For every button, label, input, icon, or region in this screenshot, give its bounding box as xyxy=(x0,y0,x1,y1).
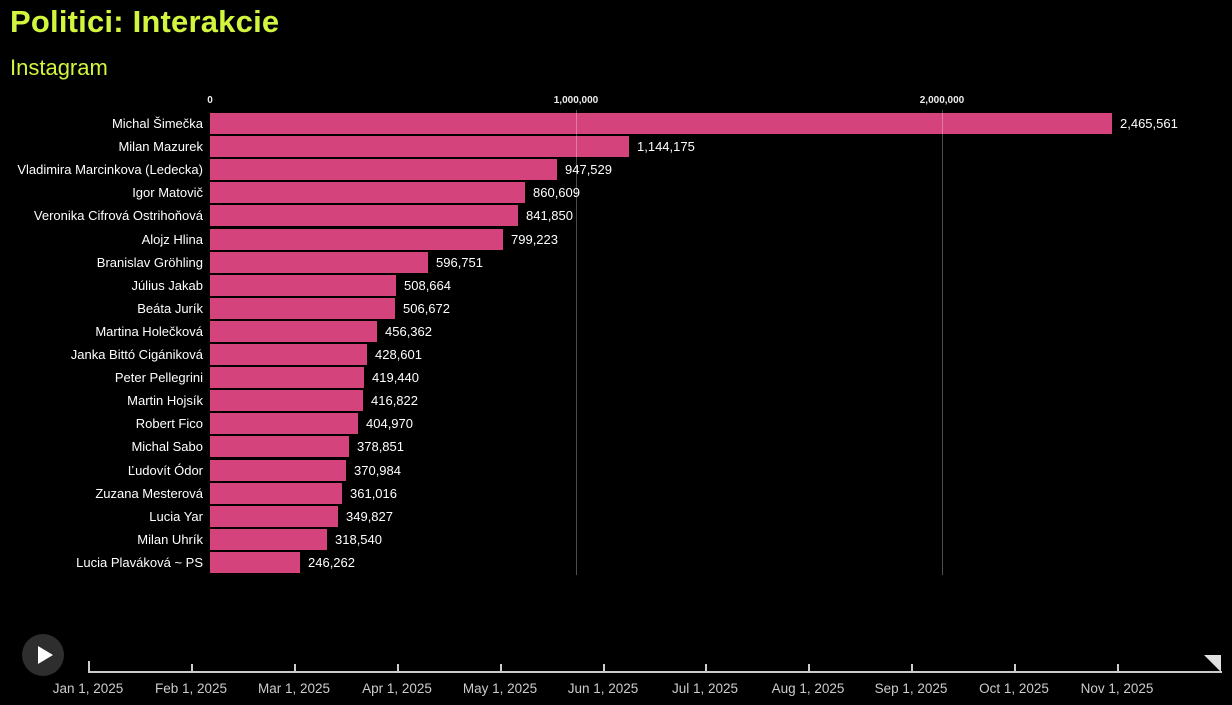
timeline-month-tick xyxy=(1014,664,1016,671)
timeline-month-tick xyxy=(603,664,605,671)
bar xyxy=(210,483,342,504)
bar-category-label: Július Jakab xyxy=(131,278,203,293)
timeline-month-tick xyxy=(705,664,707,671)
timeline-playhead-icon[interactable] xyxy=(1202,653,1224,675)
bar xyxy=(210,182,525,203)
bar-value-label: 860,609 xyxy=(533,185,580,200)
play-button[interactable] xyxy=(22,634,64,676)
bar xyxy=(210,252,428,273)
timeline-month-tick xyxy=(808,664,810,671)
timeline-start-cap xyxy=(88,661,90,671)
timeline-month-label: Oct 1, 2025 xyxy=(979,681,1049,696)
play-icon xyxy=(37,646,53,664)
bar-category-label: Branislav Gröhling xyxy=(96,255,203,270)
bar-value-label: 2,465,561 xyxy=(1120,116,1178,131)
bar-category-label: Milan Mazurek xyxy=(118,139,203,154)
timeline-month-label: Feb 1, 2025 xyxy=(154,681,228,696)
bar-value-label: 349,827 xyxy=(346,509,393,524)
bar-value-label: 841,850 xyxy=(526,208,573,223)
bar-value-label: 596,751 xyxy=(436,255,483,270)
bar xyxy=(210,529,327,550)
bar-value-label: 361,016 xyxy=(350,486,397,501)
bar-category-label: Beáta Jurík xyxy=(137,301,203,316)
timeline-month-label: Apr 1, 2025 xyxy=(362,681,432,696)
bar-category-label: Igor Matovič xyxy=(132,185,203,200)
timeline-month-label: May 1, 2025 xyxy=(462,681,538,696)
bar xyxy=(210,413,358,434)
bar-value-label: 246,262 xyxy=(308,555,355,570)
bar xyxy=(210,205,518,226)
timeline-month-label: Aug 1, 2025 xyxy=(771,681,845,696)
bar xyxy=(210,506,338,527)
bar-category-label: Martin Hojsík xyxy=(127,393,203,408)
x-axis-tick-label: 0 xyxy=(207,95,213,106)
gridline xyxy=(942,110,943,575)
bar-category-label: Peter Pellegrini xyxy=(114,370,203,385)
timeline-month-tick xyxy=(500,664,502,671)
timeline-month-tick xyxy=(294,664,296,671)
bar-category-label: Milan Uhrík xyxy=(137,532,203,547)
bar xyxy=(210,344,367,365)
bar-value-label: 799,223 xyxy=(511,232,558,247)
bar-category-label: Michal Šimečka xyxy=(111,116,203,131)
bar xyxy=(210,159,557,180)
bar xyxy=(210,298,395,319)
bar-value-label: 947,529 xyxy=(565,162,612,177)
bar-value-label: 506,672 xyxy=(403,301,450,316)
timeline-axis-line xyxy=(88,671,1222,673)
bar-value-label: 419,440 xyxy=(372,370,419,385)
bar-value-label: 318,540 xyxy=(335,532,382,547)
bar-category-label: Michal Sabo xyxy=(131,439,203,454)
bar-value-label: 428,601 xyxy=(375,347,422,362)
timeline-month-label: Sep 1, 2025 xyxy=(874,681,948,696)
bar-category-label: Ľudovít Ódor xyxy=(127,463,203,478)
bar xyxy=(210,136,629,157)
timeline-month-tick xyxy=(397,664,399,671)
timeline-month-tick xyxy=(911,664,913,671)
bar xyxy=(210,229,503,250)
timeline-month-tick xyxy=(191,664,193,671)
timeline-month-label: Mar 1, 2025 xyxy=(257,681,331,696)
bar xyxy=(210,367,364,388)
x-axis-tick-label: 2,000,000 xyxy=(919,95,965,106)
bar-value-label: 508,664 xyxy=(404,278,451,293)
timeline-month-label: Jan 1, 2025 xyxy=(52,681,124,696)
timeline-month-label: Nov 1, 2025 xyxy=(1080,681,1154,696)
bar-value-label: 378,851 xyxy=(357,439,404,454)
bar-value-label: 404,970 xyxy=(366,416,413,431)
timeline-month-label: Jul 1, 2025 xyxy=(671,681,739,696)
bar-category-label: Alojz Hlina xyxy=(141,232,203,247)
bar-category-label: Veronika Cifrová Ostrihoňová xyxy=(33,208,203,223)
bar-category-label: Vladimira Marcinkova (Ledecka) xyxy=(17,162,203,177)
timeline-month-tick xyxy=(1117,664,1119,671)
gridline xyxy=(576,110,577,575)
bar-category-label: Martina Holečková xyxy=(95,324,203,339)
bar xyxy=(210,436,349,457)
timeline-month-label: Jun 1, 2025 xyxy=(567,681,639,696)
bar xyxy=(210,113,1112,134)
bar xyxy=(210,275,396,296)
bar xyxy=(210,390,363,411)
page-title: Politici: Interakcie xyxy=(10,4,280,39)
bar xyxy=(210,552,300,573)
bar-category-label: Zuzana Mesterová xyxy=(95,486,203,501)
bar-value-label: 1,144,175 xyxy=(637,139,695,154)
bar xyxy=(210,321,377,342)
bar-value-label: 370,984 xyxy=(354,463,401,478)
page-subtitle: Instagram xyxy=(10,55,108,80)
bar-value-label: 416,822 xyxy=(371,393,418,408)
bar-value-label: 456,362 xyxy=(385,324,432,339)
bar-category-label: Janka Bittó Cigániková xyxy=(70,347,203,362)
bar-category-label: Robert Fico xyxy=(135,416,203,431)
bar xyxy=(210,460,346,481)
bar-category-label: Lucia Yar xyxy=(149,509,203,524)
x-axis-tick-label: 1,000,000 xyxy=(553,95,599,106)
bar-category-label: Lucia Plaváková ~ PS xyxy=(76,555,203,570)
